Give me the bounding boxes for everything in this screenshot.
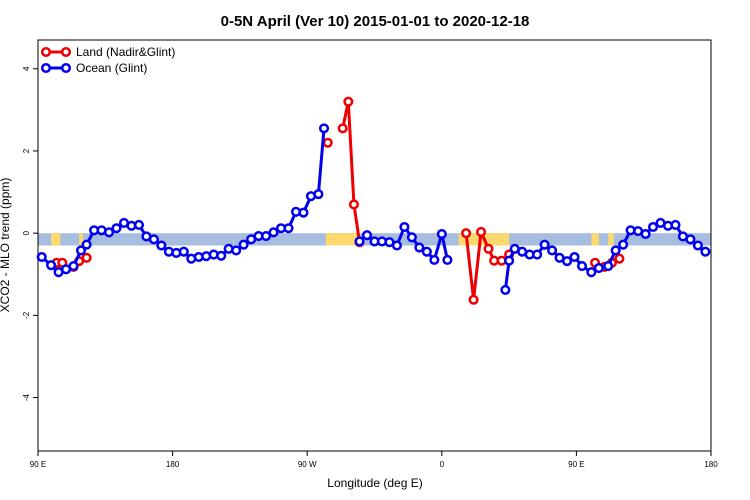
land-point — [468, 294, 479, 305]
ocean-point — [640, 228, 651, 240]
ocean-point — [532, 249, 543, 260]
legend-marker — [40, 46, 52, 58]
ocean-point — [504, 255, 515, 266]
ocean-point — [610, 245, 621, 256]
ocean-point — [354, 236, 365, 247]
land-band — [325, 233, 360, 246]
land-band — [608, 233, 614, 246]
land-point — [322, 137, 333, 148]
ocean-point — [81, 239, 92, 250]
ocean-point — [133, 219, 144, 230]
ocean-point — [46, 260, 57, 271]
ocean-point — [603, 261, 614, 272]
y-tick-label: 2 — [22, 148, 31, 153]
ocean-point — [670, 219, 681, 230]
ocean-point — [103, 227, 115, 238]
land-point — [348, 199, 359, 210]
x-axis-label: Longitude (deg E) — [327, 476, 422, 490]
ocean-point — [539, 239, 550, 250]
ocean-point — [148, 234, 159, 245]
land-series — [51, 96, 625, 305]
ocean-point — [685, 234, 696, 245]
land-point — [337, 123, 348, 134]
y-tick-label: 4 — [22, 66, 31, 71]
ocean-point — [231, 245, 242, 256]
ocean-point — [576, 261, 588, 272]
ocean-point — [111, 223, 122, 234]
ocean-point — [156, 240, 167, 251]
x-tick-label: 90 E — [30, 460, 46, 469]
ocean-point — [562, 256, 573, 267]
ocean-series — [36, 123, 711, 295]
series-layer — [36, 96, 711, 305]
x-axis: 90 E 180 90 W 0 90 E 180 — [30, 451, 718, 469]
land-point — [81, 252, 92, 263]
land-point — [614, 253, 625, 264]
land-band — [591, 233, 599, 246]
y-tick-label: -2 — [22, 311, 31, 319]
ocean-point — [36, 251, 47, 263]
land-band — [79, 233, 83, 246]
x-tick-label: 180 — [166, 460, 180, 469]
land-line — [341, 100, 362, 243]
land-point — [461, 228, 472, 239]
chart-title: 0-5N April (Ver 10) 2015-01-01 to 2020-1… — [221, 13, 530, 30]
y-axis: 4 2 0 -2 -4 — [22, 66, 38, 401]
ocean-point — [399, 221, 410, 233]
y-axis-label: XCO2 - MLO trend (ppm) — [0, 178, 12, 313]
ocean-point — [421, 246, 432, 257]
ocean-point — [268, 227, 279, 238]
ocean-point — [238, 239, 249, 250]
ocean-point — [261, 230, 272, 242]
ocean-point — [700, 246, 711, 257]
ocean-point — [586, 267, 597, 278]
ocean-point — [442, 254, 453, 265]
ocean-point — [298, 207, 309, 218]
legend-label: Land (Nadir&Glint) — [76, 45, 175, 59]
land-point — [483, 243, 494, 254]
land-point — [343, 96, 354, 107]
ocean-point — [500, 284, 511, 295]
ocean-point — [547, 245, 558, 256]
ocean-point — [593, 263, 604, 274]
x-tick-label: 0 — [440, 460, 445, 469]
ocean-point — [618, 239, 629, 250]
land-point — [476, 226, 487, 237]
plot-frame — [37, 39, 712, 452]
x-tick-label: 90 W — [298, 460, 317, 469]
legend: Land (Nadir&Glint) Ocean (Glint) — [40, 45, 175, 75]
ocean-point — [647, 221, 659, 233]
ocean-point — [318, 123, 330, 134]
ocean-point — [313, 189, 324, 200]
x-tick-label: 90 E — [568, 460, 584, 469]
ocean-point — [361, 230, 373, 241]
ocean-point — [68, 261, 79, 272]
y-tick-label: 0 — [22, 230, 31, 235]
ocean-point — [569, 251, 580, 263]
ocean-point — [429, 254, 440, 265]
legend-marker — [60, 46, 72, 58]
ocean-point — [414, 242, 425, 253]
legend-label: Ocean (Glint) — [76, 61, 147, 75]
x-tick-label: 180 — [704, 460, 718, 469]
land-band — [51, 233, 61, 246]
ocean-point — [406, 232, 417, 243]
ocean-point — [692, 240, 703, 251]
ocean-point — [391, 240, 402, 251]
ocean-point — [178, 246, 189, 257]
legend-marker — [40, 62, 52, 74]
ocean-point — [75, 245, 87, 256]
ocean-point — [283, 223, 294, 234]
legend-marker — [60, 62, 72, 74]
ocean-point — [216, 250, 227, 261]
ocean-point — [436, 228, 447, 240]
y-tick-label: -4 — [22, 393, 31, 401]
